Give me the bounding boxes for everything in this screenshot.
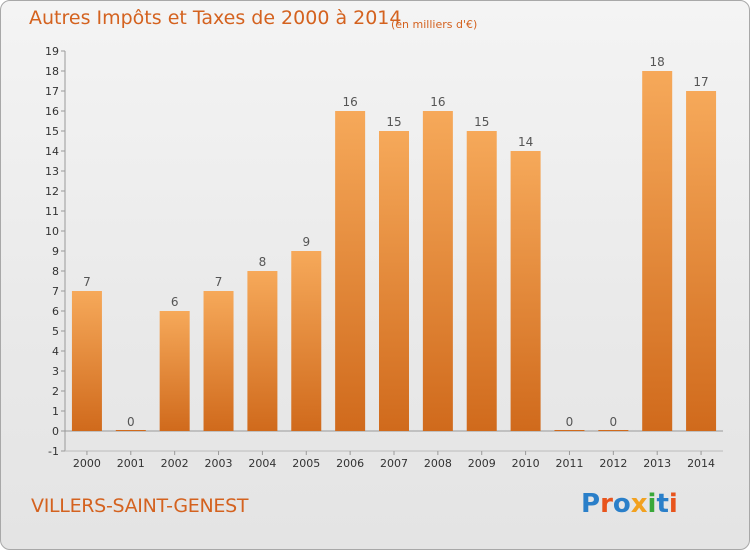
bar-value-label: 16 (342, 95, 357, 109)
logo-letter: x (630, 489, 648, 519)
chart-title: Autres Impôts et Taxes de 2000 à 2014 (29, 7, 402, 29)
y-tick-label: 17 (45, 85, 59, 98)
y-tick-label: 13 (45, 165, 59, 178)
logo-letter: t (656, 489, 669, 519)
bar (510, 151, 541, 431)
bar (115, 430, 146, 431)
y-tick-label: 14 (45, 145, 59, 158)
y-tick-label: 11 (45, 205, 59, 218)
bar (422, 111, 453, 431)
x-tick-label: 2002 (161, 457, 189, 470)
y-tick-label: 10 (45, 225, 59, 238)
bar-value-label: 17 (693, 75, 708, 89)
x-tick-label: 2007 (380, 457, 408, 470)
y-tick-label: 2 (52, 385, 59, 398)
bar-value-label: 7 (215, 275, 223, 289)
y-tick-label: 1 (52, 405, 59, 418)
y-tick-label: 12 (45, 185, 59, 198)
bar (598, 430, 629, 431)
bar-value-label: 0 (127, 415, 135, 429)
logo-letter: i (647, 489, 657, 519)
logo-letter: r (600, 489, 613, 519)
bar (335, 111, 366, 431)
bar (642, 71, 673, 431)
logo-letter: o (612, 489, 631, 519)
bar-value-label: 8 (259, 255, 267, 269)
x-tick-label: 2006 (336, 457, 364, 470)
y-tick-label: 15 (45, 125, 59, 138)
bar (466, 131, 497, 431)
bar (554, 430, 585, 431)
y-tick-label: 5 (52, 325, 59, 338)
bar (379, 131, 409, 431)
y-tick-label: 18 (45, 65, 59, 78)
bar-value-label: 0 (566, 415, 574, 429)
y-tick-label: 16 (45, 105, 59, 118)
bar-value-label: 15 (386, 115, 401, 129)
x-tick-label: 2010 (512, 457, 540, 470)
bar-value-label: 9 (302, 235, 310, 249)
y-tick-label: 3 (52, 365, 59, 378)
y-tick-label: 8 (52, 265, 59, 278)
bar-value-label: 6 (171, 295, 179, 309)
x-tick-label: 2001 (117, 457, 145, 470)
x-tick-label: 2013 (643, 457, 671, 470)
y-tick-label: 6 (52, 305, 59, 318)
y-tick-label: 9 (52, 245, 59, 258)
y-tick-label: 7 (52, 285, 59, 298)
bar (159, 311, 190, 431)
y-tick-label: -1 (48, 445, 59, 458)
x-tick-label: 2004 (248, 457, 276, 470)
bar-value-label: 14 (518, 135, 533, 149)
x-tick-label: 2012 (599, 457, 627, 470)
proxiti-logo[interactable]: Proxiti (581, 489, 678, 519)
bar-value-label: 16 (430, 95, 445, 109)
bar-value-label: 7 (83, 275, 91, 289)
chart-unit: (en milliers d'€) (391, 18, 478, 31)
x-tick-label: 2008 (424, 457, 452, 470)
bar-value-label: 18 (650, 55, 665, 69)
commune-name: VILLERS-SAINT-GENEST (31, 495, 249, 517)
bar (291, 251, 322, 431)
bar (203, 291, 234, 431)
x-tick-label: 2011 (555, 457, 583, 470)
logo-letter: i (668, 489, 678, 519)
bar (686, 91, 717, 431)
bar-value-label: 0 (610, 415, 618, 429)
x-tick-label: 2000 (73, 457, 101, 470)
logo-letter: P (581, 489, 601, 519)
x-tick-label: 2014 (687, 457, 715, 470)
bar-value-label: 15 (474, 115, 489, 129)
bar (247, 271, 278, 431)
x-tick-label: 2003 (205, 457, 233, 470)
x-tick-label: 2009 (468, 457, 496, 470)
x-tick-label: 2005 (292, 457, 320, 470)
bar (71, 291, 102, 431)
y-tick-label: 4 (52, 345, 59, 358)
y-tick-label: 0 (52, 425, 59, 438)
y-tick-label: 19 (45, 45, 59, 58)
